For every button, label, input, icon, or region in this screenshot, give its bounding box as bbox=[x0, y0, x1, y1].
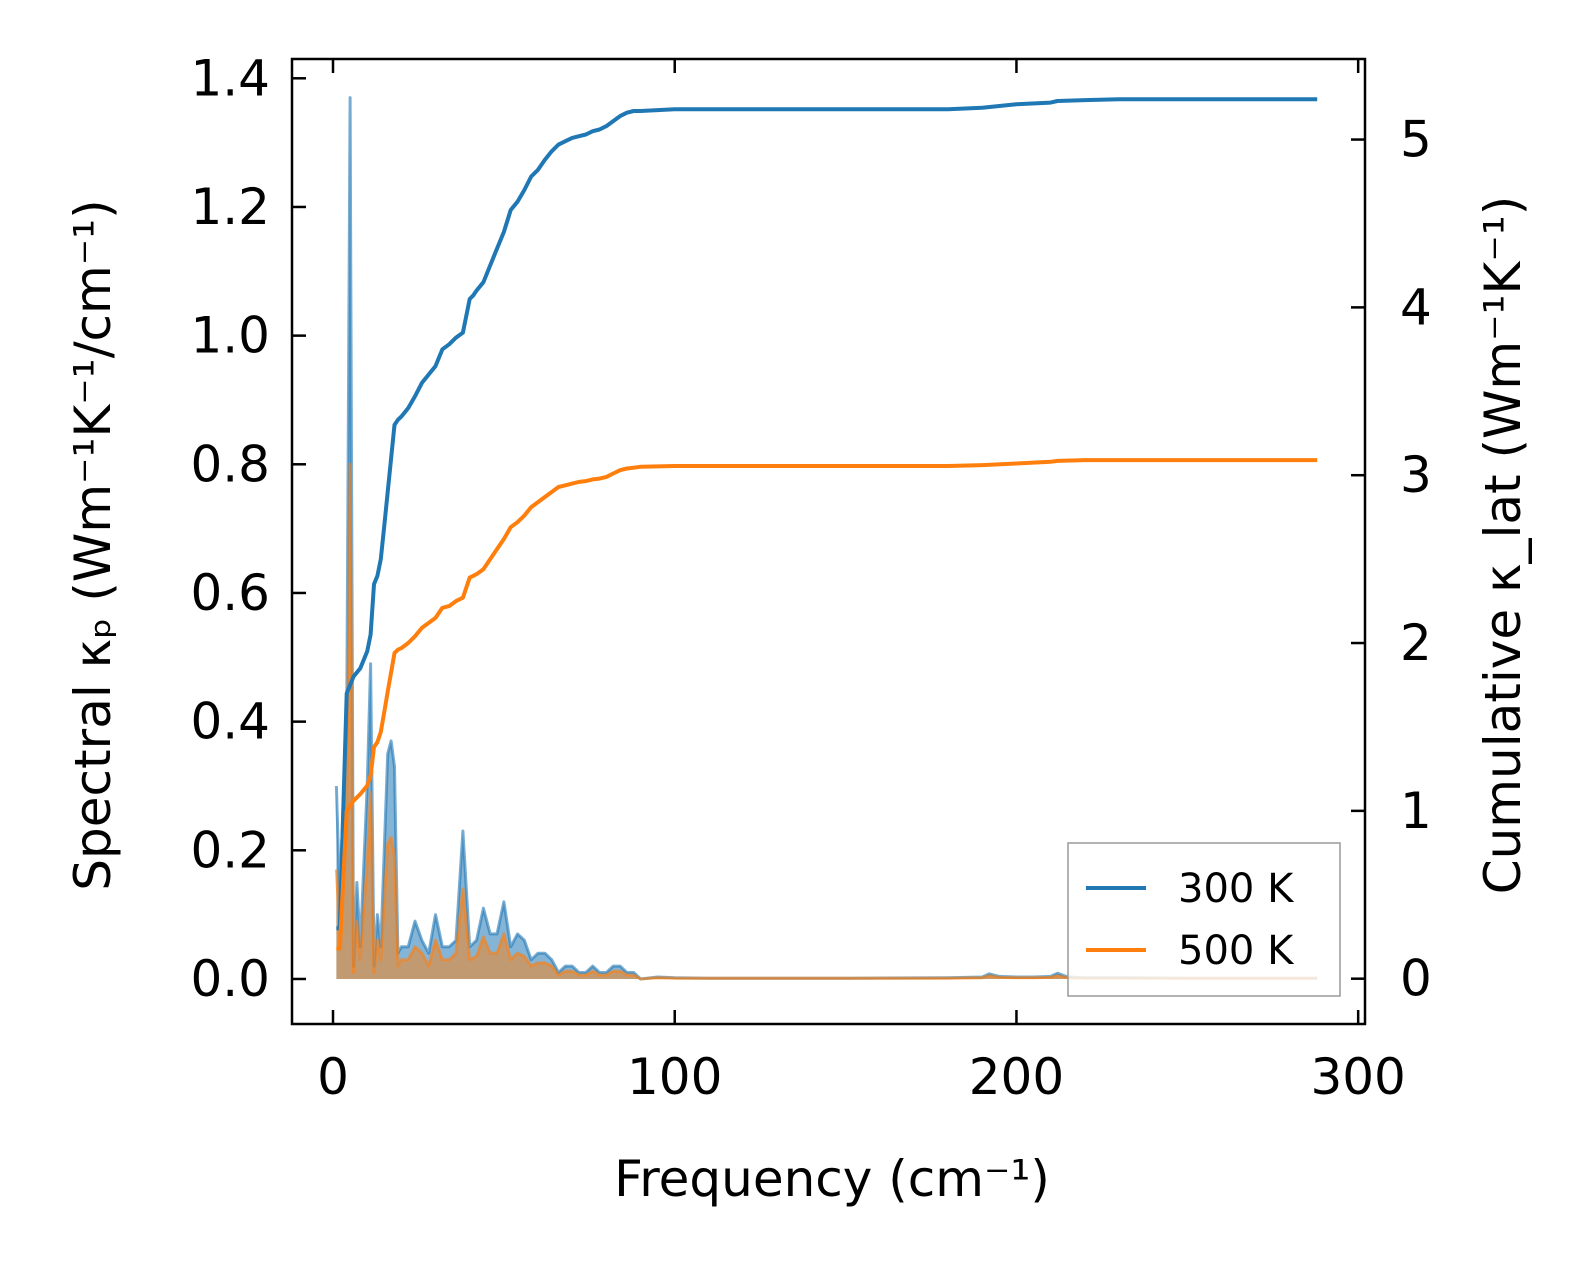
y-left-tick-label: 0.0 bbox=[190, 950, 270, 1008]
y-right-tick-label: 3 bbox=[1400, 446, 1432, 504]
series-layer bbox=[334, 96, 1318, 981]
y-left-axis-title: Spectral κₚ (Wm⁻¹K⁻¹/cm⁻¹) bbox=[64, 199, 122, 890]
legend: 300 K 500 K bbox=[1067, 842, 1341, 997]
y-left-tick-label: 1.4 bbox=[190, 49, 270, 107]
y-left-tick-label: 0.6 bbox=[190, 564, 270, 622]
y-left-tick-label: 1.2 bbox=[190, 178, 270, 236]
axes-layer bbox=[290, 57, 1367, 1026]
x-axis-title: Frequency (cm⁻¹) bbox=[614, 1150, 1050, 1208]
y-left-tick-label: 0.2 bbox=[190, 821, 270, 879]
legend-box bbox=[1067, 842, 1341, 997]
x-tick-label: 300 bbox=[1310, 1048, 1405, 1106]
x-tick-label: 200 bbox=[969, 1048, 1064, 1106]
y-right-tick-label: 0 bbox=[1400, 950, 1432, 1008]
y-right-axis-title: Cumulative κ_lat (Wm⁻¹K⁻¹) bbox=[1474, 196, 1532, 895]
y-left-tick-label: 0.8 bbox=[190, 435, 270, 493]
y-right-tick-label: 2 bbox=[1400, 614, 1432, 672]
x-tick-label: 0 bbox=[317, 1048, 349, 1106]
plot-frame bbox=[290, 57, 1367, 1026]
x-tick-label: 100 bbox=[627, 1048, 722, 1106]
y-left-tick-label: 1.0 bbox=[190, 307, 270, 365]
y-right-tick-label: 1 bbox=[1400, 782, 1432, 840]
ticks-layer: 0 100 200 300 0.0 0.2 0.4 0.6 0.8 1.0 1.2 1.4 0 1 2 3 4 5 bbox=[190, 49, 1431, 1106]
y-right-tick-label: 5 bbox=[1400, 111, 1432, 169]
cumulative-line-300k bbox=[336, 97, 1318, 931]
y-right-tick-label: 4 bbox=[1400, 278, 1432, 336]
cumulative-line-500k bbox=[336, 458, 1318, 951]
y-left-tick-label: 0.4 bbox=[190, 693, 270, 751]
legend-label-500k: 500 K bbox=[1178, 928, 1295, 974]
spectral-line-500k bbox=[334, 462, 1318, 981]
legend-label-300k: 300 K bbox=[1178, 866, 1295, 912]
